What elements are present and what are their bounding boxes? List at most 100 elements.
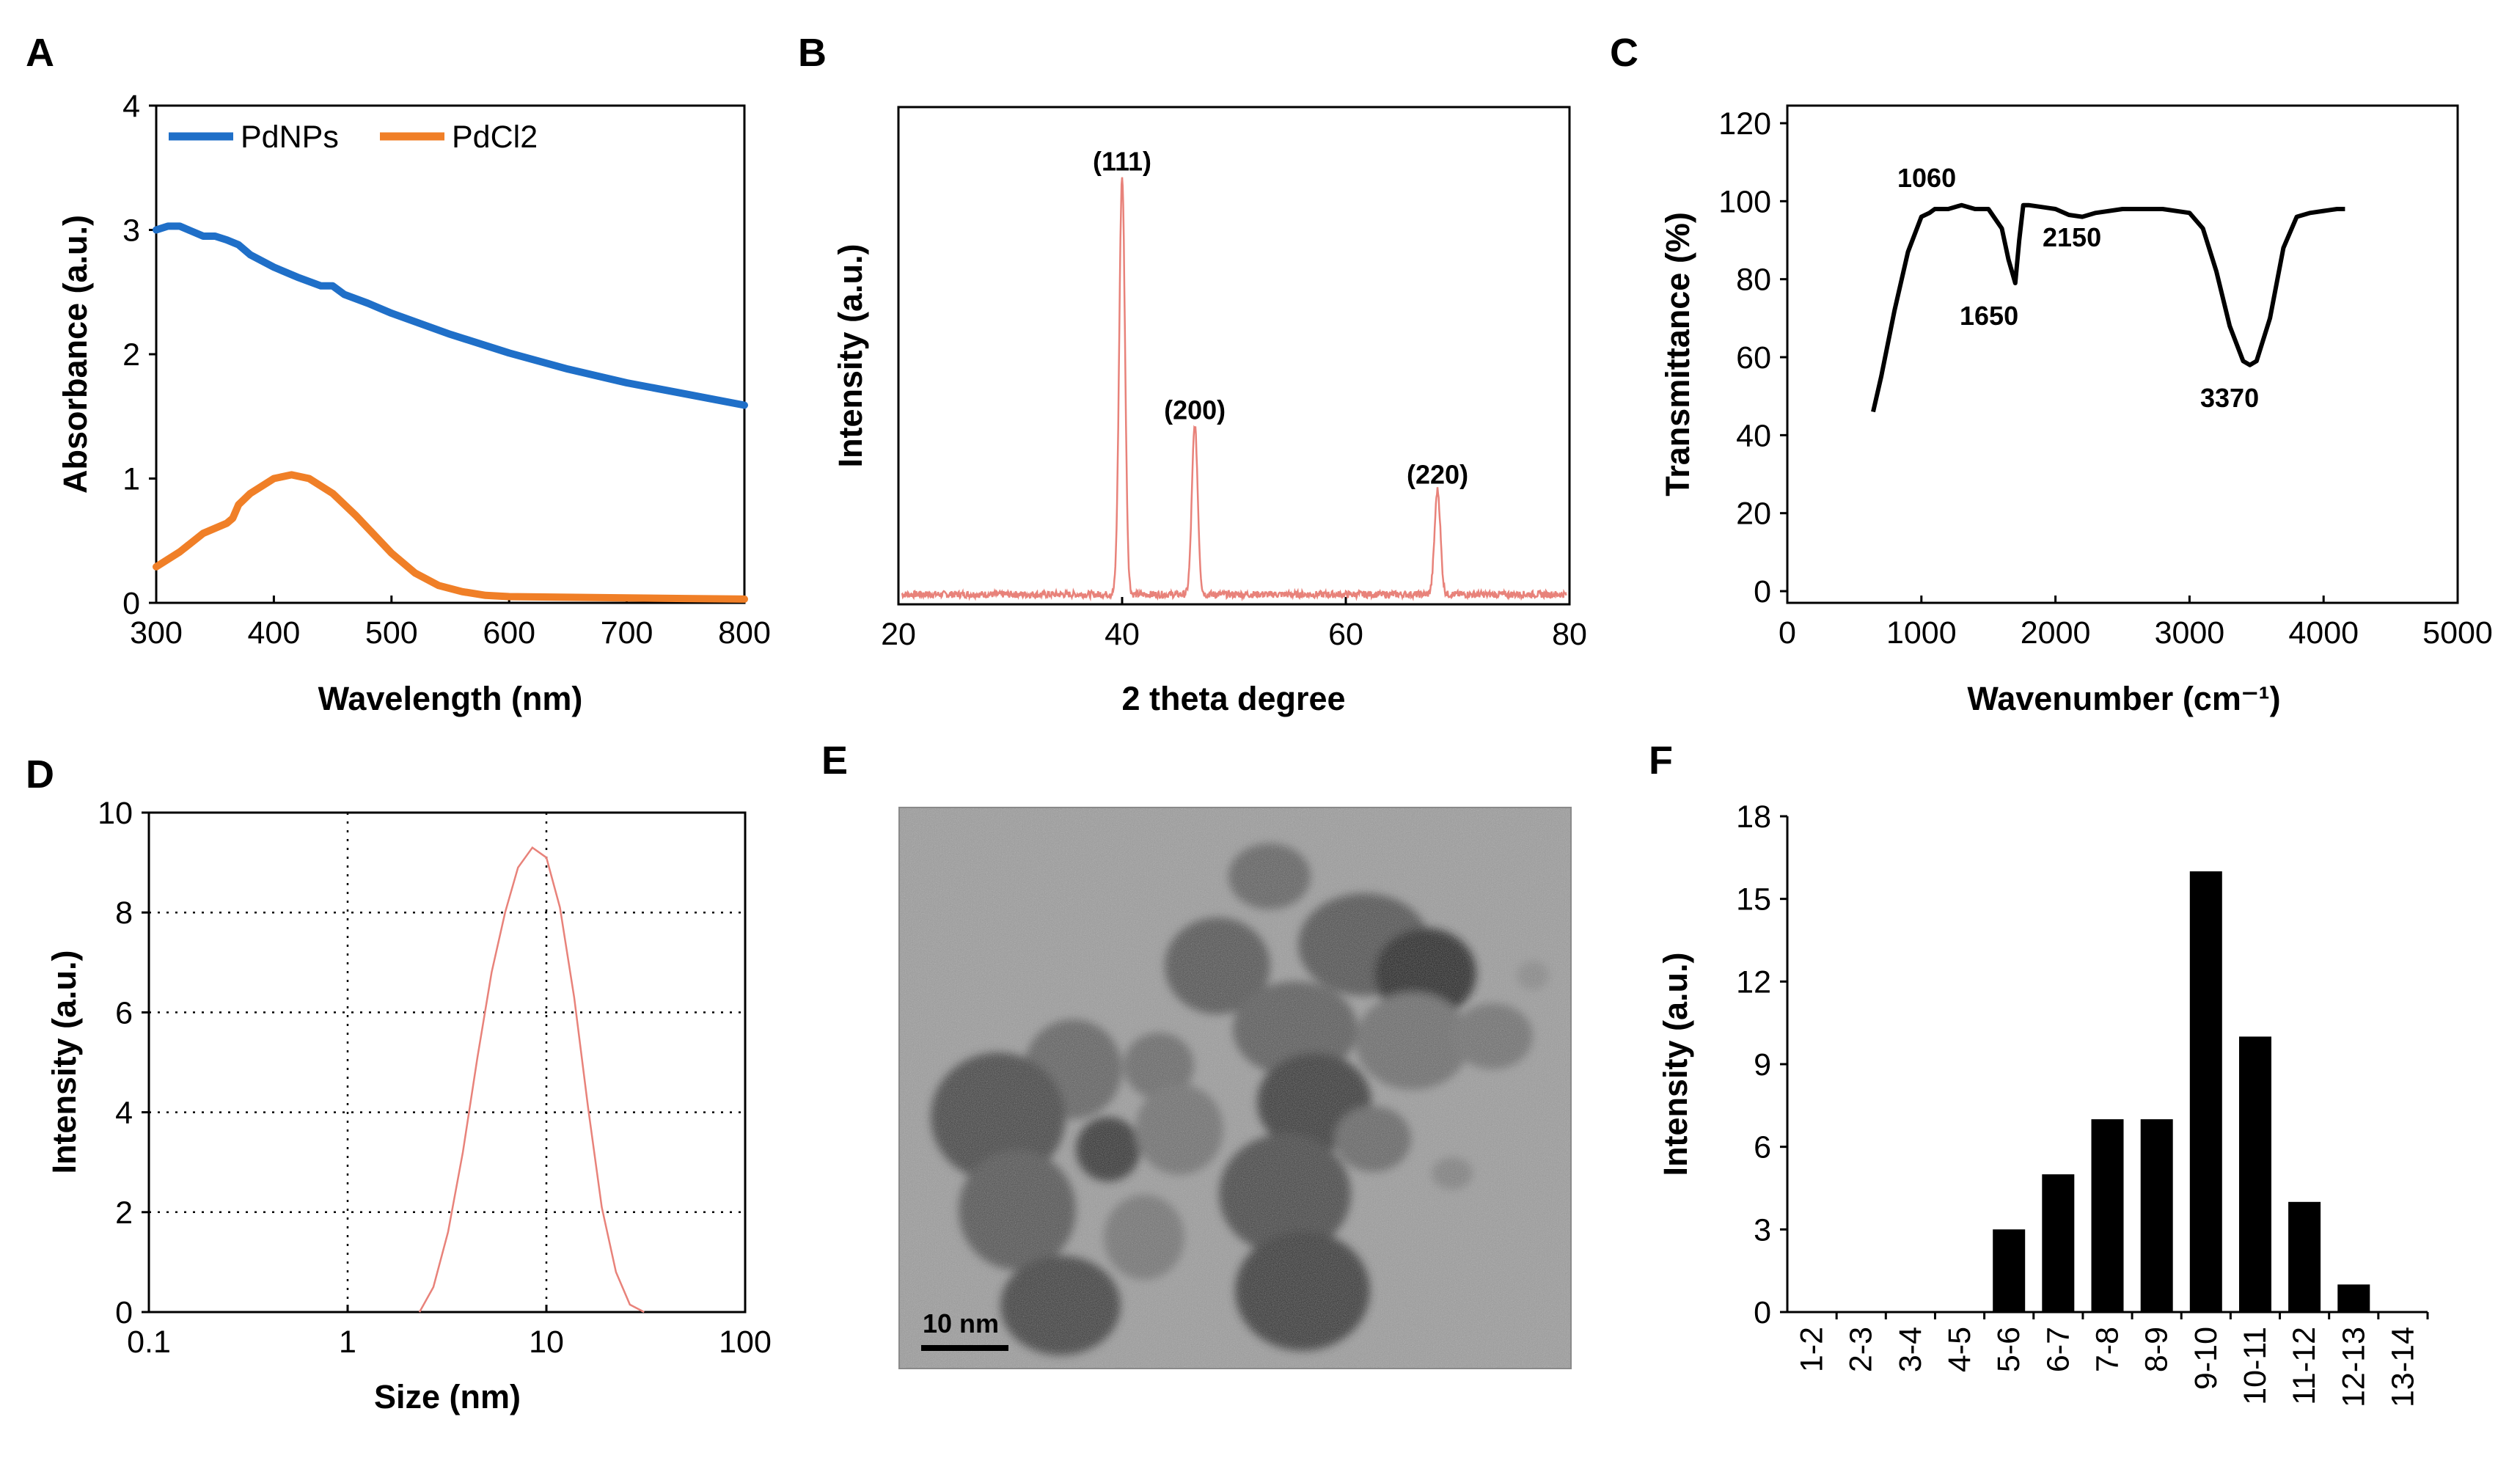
panel-d-ticks: 0.1 1 10 100 0 2 4 6 8 10 [98,796,772,1360]
annotation-1060: 1060 [1897,163,1956,193]
panel-a-xlabel: Wavelength (nm) [318,680,583,717]
histogram-bar [1993,1229,2026,1312]
panel-a-ytick-label: 1 [122,462,140,497]
legend-label-pdnps: PdNPs [241,120,339,155]
panel-e: E [821,739,1572,1369]
panel-d-xtick-label: 1 [339,1325,356,1360]
panel-c-ytick-label: 100 [1718,184,1771,219]
panel-f-xtick-label: 5-6 [1991,1327,2026,1372]
panel-a-ytick-label: 0 [122,586,140,621]
panel-a: A 300 400 500 600 700 800 0 1 2 3 4 PdNPs PdCl2 Wa… [26,31,771,717]
panel-f-xtick-label: 1-2 [1795,1327,1830,1372]
panel-b-ylabel: Intensity (a.u.) [832,243,869,467]
panel-f-ytick-label: 9 [1754,1047,1771,1082]
panel-f-xtick-label: 2-3 [1844,1327,1879,1372]
panel-a-xtick-label: 400 [248,615,301,651]
panel-f: F 0 3 6 9 12 15 18 1-2 2-3 3-4 4-5 5-6 6-7 7-8 8-9 9-10… [1649,739,2429,1407]
histogram-bar [2189,871,2222,1312]
panel-label-e: E [821,739,848,783]
panel-f-xtick-label: 8-9 [2139,1327,2175,1372]
panel-f-ytick-label: 0 [1754,1295,1771,1330]
panel-d-ytick-label: 2 [115,1195,133,1231]
panel-c-xtick-label: 0 [1779,615,1796,651]
peak-label: (220) [1407,460,1468,490]
series-line-pdcl2 [153,471,748,603]
annotation-2150: 2150 [2043,222,2101,252]
panel-label-c: C [1610,31,1638,75]
annotation-1650: 1650 [1960,301,2018,331]
panel-d-xlabel: Size (nm) [374,1378,521,1415]
panel-label-f: F [1649,739,1673,783]
panel-f-ytick-label: 3 [1754,1212,1771,1248]
panel-d-xtick-label: 0.1 [127,1325,171,1360]
panel-c-frame [1786,104,2459,604]
panel-a-series [153,222,748,603]
panel-c-ticks: 0 1000 2000 3000 4000 5000 0 20 40 60 80 100 120 [1718,106,2493,651]
panel-label-d: D [26,752,54,796]
panel-a-ytick-label: 2 [122,337,140,373]
histogram-bar [2337,1284,2370,1312]
panel-d-xtick-label: 100 [719,1325,772,1360]
panel-a-ticks: 300 400 500 600 700 800 0 1 2 3 4 [122,89,771,651]
panel-f-ytick-label: 15 [1736,882,1771,917]
series-line-pdnps [153,222,748,409]
panel-a-xtick-label: 300 [130,615,183,651]
panel-d-ytick-label: 10 [98,796,133,831]
panel-c-xtick-label: 3000 [2155,615,2225,651]
panel-c-annotations: 1060 1650 2150 3370 [1897,163,2259,413]
histogram-bar [2091,1119,2124,1312]
histogram-bar [2042,1174,2075,1312]
peak-label: (200) [1164,395,1226,425]
panel-c-ytick-label: 20 [1736,497,1771,532]
panel-f-ylabel: Intensity (a.u.) [1657,952,1694,1176]
annotation-3370: 3370 [2200,383,2259,413]
histogram-bar [2239,1036,2271,1312]
panel-c-xtick-label: 5000 [2422,615,2493,651]
panel-c-xtick-label: 1000 [1886,615,1957,651]
panel-b-xtick-label: 80 [1552,617,1587,652]
panel-a-ytick-label: 3 [122,213,140,249]
panel-a-ylabel: Absorbance (a.u.) [56,215,94,494]
panel-f-xtick-label: 6-7 [2040,1327,2076,1372]
scale-bar-label: 10 nm [923,1308,999,1338]
panel-d-series [418,846,645,1314]
panel-f-xtick-label: 7-8 [2090,1327,2125,1372]
panel-f-xtick-label: 11-12 [2287,1327,2322,1405]
dls-distribution-line [418,846,645,1314]
panel-f-ytick-label: 6 [1754,1130,1771,1165]
panel-d-ytick-label: 6 [115,995,133,1030]
peak-label: (111) [1093,146,1151,176]
panel-label-a: A [26,31,54,75]
tem-frame [898,807,1572,1369]
panel-d-ytick-label: 0 [115,1295,133,1330]
panel-d-xtick-label: 10 [529,1325,564,1360]
panel-c-ytick-label: 40 [1736,418,1771,453]
panel-c-xtick-label: 2000 [2021,615,2091,651]
histogram-bar [2140,1119,2173,1312]
panel-a-ytick-label: 4 [122,89,140,124]
panel-b-ticks: 20 40 60 80 [881,597,1587,652]
panel-b-xlabel: 2 theta degree [1121,680,1345,717]
panel-a-xtick-label: 500 [365,615,418,651]
panel-d-ylabel: Intensity (a.u.) [45,950,83,1173]
panel-c-ytick-label: 60 [1736,340,1771,376]
panel-c-xlabel: Wavenumber (cm⁻¹) [1967,680,2280,717]
panel-d-ytick-label: 8 [115,895,133,931]
panel-a-xtick-label: 600 [483,615,535,651]
panel-f-ytick-label: 12 [1736,964,1771,1000]
panel-d-ytick-label: 4 [115,1096,133,1131]
panel-b-xtick-label: 20 [881,617,916,652]
panel-f-xtick-label: 3-4 [1893,1327,1928,1372]
panel-c-ytick-label: 120 [1718,106,1771,142]
panel-f-ticks: 0 3 6 9 12 15 18 1-2 2-3 3-4 4-5 5-6 6-7 7-8 8-9 9-10 10… [1736,799,2429,1407]
panel-a-xtick-label: 800 [718,615,771,651]
panel-f-xtick-label: 12-13 [2336,1327,2371,1407]
panel-c-ylabel: Transmittance (%) [1659,212,1696,497]
panel-c-ytick-label: 80 [1736,263,1771,298]
panel-f-ytick-label: 18 [1736,799,1771,835]
panel-a-xtick-label: 700 [601,615,653,651]
panel-f-xtick-label: 4-5 [1942,1327,1977,1372]
panel-f-xtick-label: 13-14 [2385,1327,2420,1407]
panel-b-frame [897,106,1571,606]
